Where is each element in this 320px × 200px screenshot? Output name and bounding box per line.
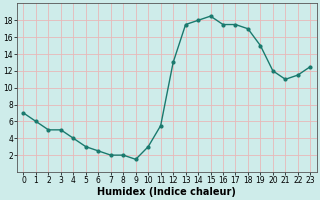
X-axis label: Humidex (Indice chaleur): Humidex (Indice chaleur) xyxy=(98,187,236,197)
